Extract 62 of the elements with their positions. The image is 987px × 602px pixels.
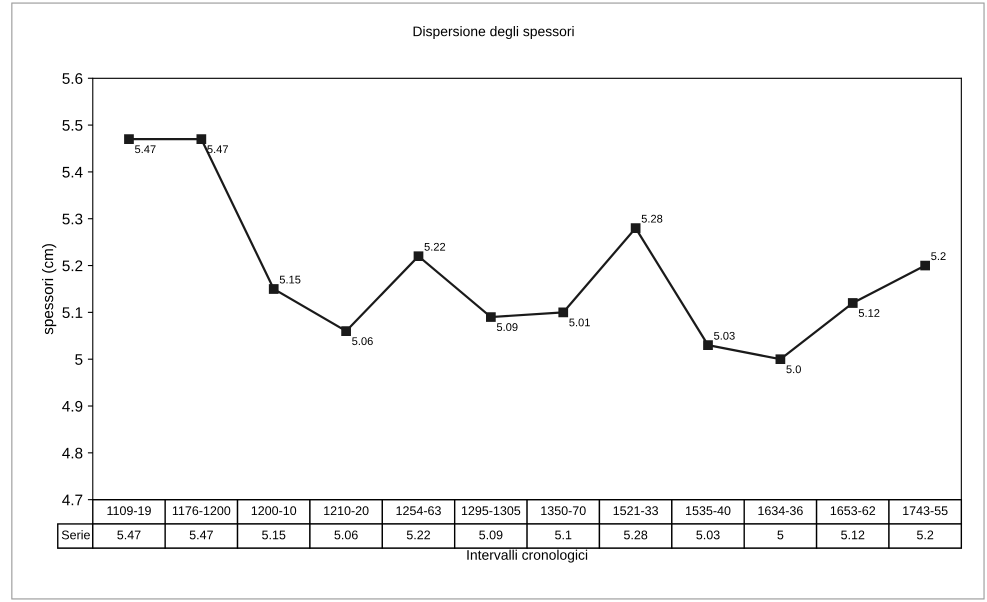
annotation: 5.2	[931, 252, 946, 260]
annotation: 5.0	[786, 365, 801, 374]
annotation: 5.47	[207, 145, 228, 154]
annotation: 5.47	[134, 145, 156, 154]
point	[703, 340, 713, 350]
y-axis-title: spessori (cm)	[42, 244, 56, 334]
x-tick-label: 1200-10	[252, 506, 296, 516]
data-label: 5.03	[696, 530, 720, 540]
chart-title: Dispersione degli spessori	[414, 26, 574, 39]
data-label: 5	[777, 530, 784, 540]
x-tick-label: 1653-62	[830, 506, 876, 516]
data-label: 5.22	[406, 530, 430, 540]
point	[848, 298, 858, 308]
y-tick-label: 4.9	[62, 400, 82, 412]
x-tick-label: 1109-19	[107, 506, 151, 516]
point	[268, 284, 279, 294]
data-label: 5.2	[916, 530, 934, 540]
x-tick-label: 1350-70	[541, 506, 586, 516]
point	[920, 260, 930, 270]
x-tick-label: 1521-33	[614, 506, 658, 516]
annotation: 5.12	[858, 309, 880, 318]
x-tick-label: 1176-1200	[172, 506, 230, 516]
point	[630, 223, 640, 233]
point	[196, 134, 206, 144]
point	[341, 326, 351, 336]
x-tick-label: 1295-1305	[462, 506, 520, 516]
data-label: 5.28	[624, 530, 648, 540]
data-label: 5.1	[555, 530, 572, 540]
y-tick-label: 4.8	[62, 448, 82, 459]
annotation: 5.22	[424, 242, 446, 251]
y-tick-label: 5.3	[62, 214, 82, 224]
x-tick-label: 1254-63	[396, 506, 441, 516]
annotation: 5.09	[496, 323, 518, 332]
y-tick-label: 5.1	[62, 307, 82, 318]
annotation: 5.06	[352, 337, 373, 346]
y-tick-label: 5.2	[62, 260, 82, 272]
x-tick-label: 1634-36	[758, 506, 803, 516]
point	[558, 308, 568, 318]
annotation: 5.03	[714, 332, 735, 340]
annotation: 5.28	[642, 214, 662, 223]
y-tick-label: 5	[75, 354, 82, 365]
point	[486, 312, 496, 322]
data-label: 5.47	[117, 530, 141, 540]
y-tick-label: 4.7	[62, 494, 82, 506]
point	[124, 134, 134, 144]
data-label: 5.06	[334, 530, 358, 540]
data-label: 5.12	[841, 530, 864, 540]
point	[414, 251, 424, 262]
y-tick-label: 5.5	[62, 120, 82, 131]
y-tick-label: 5.6	[62, 73, 82, 84]
data-label: 5.47	[190, 530, 213, 540]
point	[776, 354, 786, 364]
x-tick-label: 1535-40	[686, 506, 730, 516]
text: Serie	[62, 530, 90, 540]
y-tick-label: 5.4	[62, 166, 83, 178]
data-label: 5.15	[262, 530, 286, 540]
x-tick-label: 1743-55	[903, 506, 948, 516]
annotation: 5.01	[569, 318, 590, 326]
x-tick-label: 1210-20	[324, 506, 369, 516]
x-axis-title: Intervalli cronologici	[467, 550, 588, 563]
annotation: 5.15	[280, 276, 300, 284]
data-label: 5.09	[479, 530, 502, 540]
